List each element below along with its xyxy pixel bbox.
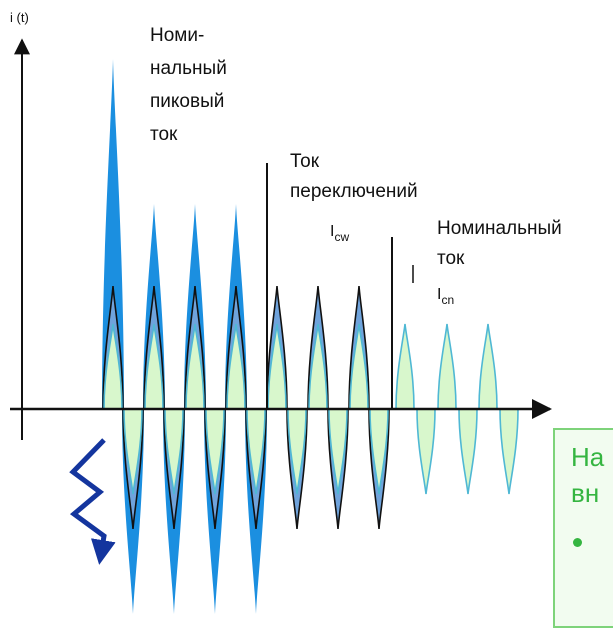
nominal-lobe-negative-9 — [458, 408, 478, 495]
switching-symbol: Icw — [330, 223, 350, 244]
callout-line-2: вн — [571, 478, 600, 508]
nominal-symbol: Icn — [437, 286, 455, 307]
nominal-lobe-2 — [144, 323, 164, 410]
nominal-lobe-5 — [267, 323, 287, 410]
callout-box: На вн — [553, 428, 613, 628]
nominal-lobe-negative-7 — [369, 408, 389, 495]
peak-label-line-4: ток — [150, 124, 178, 145]
nominal-lobe-negative-1 — [123, 408, 143, 495]
nominal-lobe-10 — [478, 323, 498, 410]
lightning-bolt-icon — [69, 438, 116, 565]
nominal-lobe-negative-4 — [246, 408, 266, 495]
nominal-lobe-1 — [103, 323, 123, 410]
switching-label-line-2: переключений — [290, 181, 418, 202]
nominal-lobe-negative-6 — [328, 408, 348, 495]
peak-label-line-1: Номи- — [150, 25, 205, 46]
nominal-lobe-negative-2 — [164, 408, 184, 495]
nominal-lobe-7 — [349, 323, 369, 410]
nominal-label-line-2: ток — [437, 248, 465, 269]
nominal-lobe-9 — [437, 323, 457, 410]
nominal-lobe-negative-8 — [416, 408, 436, 495]
peak-label-line-2: нальный — [150, 58, 227, 79]
nominal-lobe-3 — [185, 323, 205, 410]
peak-lobe-1 — [102, 59, 124, 409]
nominal-label-line-1: Номинальный — [437, 218, 562, 239]
peak-label-line-3: пиковый — [150, 91, 225, 112]
nominal-lobe-8 — [395, 323, 415, 410]
callout-line-1: На — [571, 442, 605, 472]
nominal-current-envelope — [103, 323, 519, 495]
current-waveform-diagram — [10, 38, 552, 614]
nominal-lobe-4 — [226, 323, 246, 410]
nominal-lobe-negative-3 — [205, 408, 225, 495]
nominal-lobe-6 — [308, 323, 328, 410]
switching-label-line-1: Ток — [290, 151, 320, 172]
nominal-lobe-negative-5 — [287, 408, 307, 495]
nominal-lobe-negative-10 — [499, 408, 519, 495]
callout-bullet — [573, 538, 582, 547]
y-axis-label: i (t) — [10, 10, 29, 25]
